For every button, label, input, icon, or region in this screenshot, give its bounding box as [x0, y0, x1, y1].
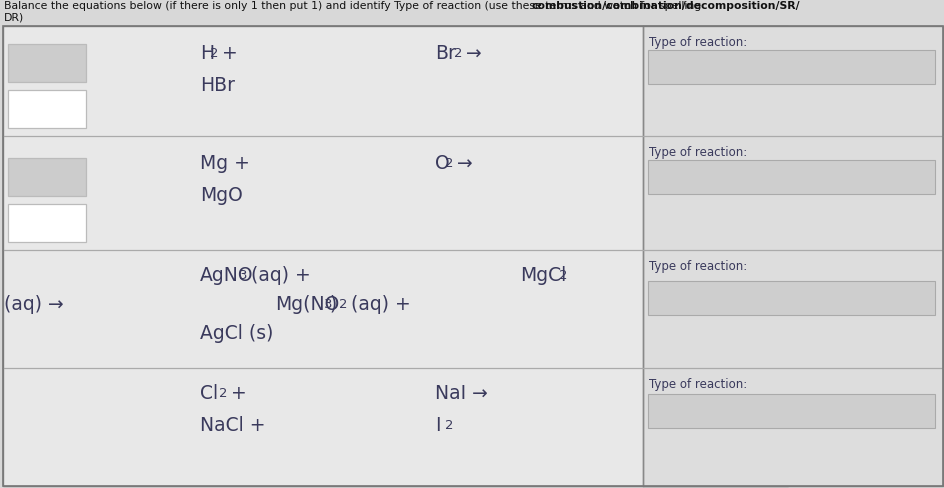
Text: 2: 2 [445, 157, 453, 170]
Text: 2: 2 [558, 269, 566, 282]
Bar [648, 160, 934, 194]
Bar [3, 26, 787, 486]
Text: Type of reaction:: Type of reaction: [649, 36, 747, 49]
Bar [8, 204, 86, 242]
Text: HBr: HBr [200, 76, 235, 95]
Bar [648, 50, 934, 84]
Bar [648, 394, 934, 428]
Text: 3: 3 [323, 298, 331, 311]
Bar [642, 26, 942, 486]
Text: H: H [200, 44, 214, 63]
Text: Mg(NO: Mg(NO [275, 295, 339, 314]
Text: I: I [434, 416, 440, 435]
Text: NaCl +: NaCl + [200, 416, 265, 435]
Text: +: + [225, 384, 246, 403]
Bar [648, 281, 934, 315]
Text: Type of reaction:: Type of reaction: [649, 260, 747, 273]
Bar [8, 90, 86, 128]
Text: (aq) +: (aq) + [345, 295, 411, 314]
Text: Type of reaction:: Type of reaction: [649, 146, 747, 159]
Text: (aq) +: (aq) + [244, 266, 311, 285]
Text: (aq) →: (aq) → [4, 295, 63, 314]
Text: 2: 2 [210, 47, 218, 60]
Text: ): ) [329, 295, 336, 314]
Text: 2: 2 [454, 47, 463, 60]
Text: 2: 2 [339, 298, 347, 311]
Text: →: → [450, 154, 472, 173]
Text: O: O [434, 154, 449, 173]
Text: MgO: MgO [200, 186, 243, 205]
Text: +: + [215, 44, 237, 63]
Text: combustion/combination/decomposition/SR/: combustion/combination/decomposition/SR/ [531, 1, 799, 11]
Text: MgCl: MgCl [519, 266, 565, 285]
Text: NaI →: NaI → [434, 384, 487, 403]
Text: 3: 3 [239, 269, 247, 282]
Text: Cl: Cl [200, 384, 218, 403]
Text: Type of reaction:: Type of reaction: [649, 378, 747, 391]
Bar [8, 44, 86, 82]
Text: 2: 2 [445, 419, 453, 432]
Text: AgCl (s): AgCl (s) [200, 324, 273, 343]
Bar [8, 158, 86, 196]
Text: Br: Br [434, 44, 455, 63]
Text: Balance the equations below (if there is only 1 then put 1) and identify Type of: Balance the equations below (if there is… [4, 1, 704, 11]
Text: 2: 2 [219, 387, 228, 400]
Text: →: → [460, 44, 481, 63]
Text: Mg +: Mg + [200, 154, 249, 173]
Text: AgNO: AgNO [200, 266, 253, 285]
Text: DR): DR) [4, 12, 25, 22]
